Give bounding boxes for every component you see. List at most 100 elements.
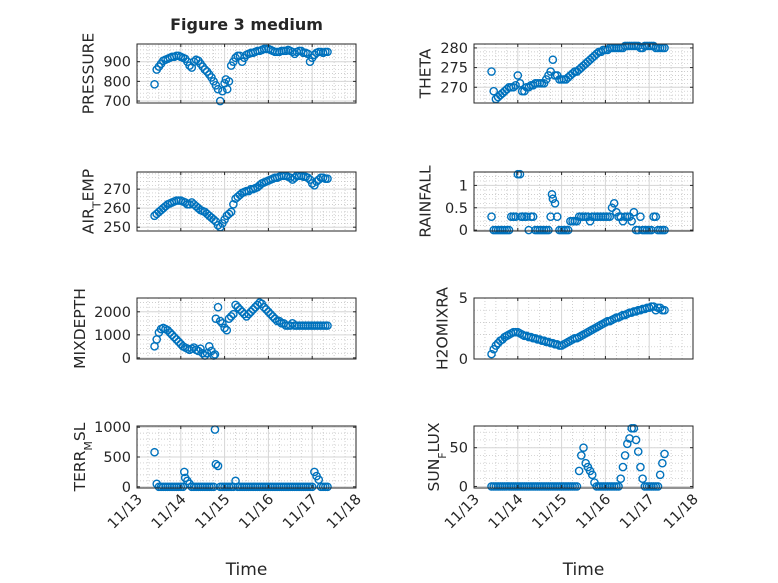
data-point <box>275 316 284 326</box>
series-theta <box>487 41 669 104</box>
data-point <box>574 466 584 476</box>
subplot-rainfall: 0 0.5 1 RAINFALL <box>417 165 694 239</box>
y-tick-label: 500 <box>103 450 131 466</box>
data-point <box>548 55 558 65</box>
data-point <box>515 79 525 88</box>
data-point <box>629 424 639 433</box>
data-point <box>233 302 243 312</box>
data-point <box>653 482 663 491</box>
y-tick-label: 260 <box>103 201 131 217</box>
y-axis-label: MIXDEPTH <box>71 288 89 369</box>
data-point <box>487 67 496 76</box>
data-point <box>612 207 621 217</box>
data-point <box>592 49 601 59</box>
subplot-mixdepth: 0 1000 2000 MIXDEPTH <box>71 288 357 369</box>
y-axis-label: TERRMSL <box>71 422 95 492</box>
series-h2omixra <box>487 302 669 359</box>
data-point <box>264 307 273 317</box>
data-point <box>165 328 175 337</box>
data-point <box>563 225 573 235</box>
data-point <box>544 225 553 235</box>
data-point <box>585 216 595 226</box>
data-point <box>307 482 317 492</box>
data-point <box>150 80 159 89</box>
y-tick-label: 0 <box>122 480 131 496</box>
y-tick-label: 0 <box>459 352 468 368</box>
subplot-grid: 700 800 900 PRESSURE Figure 3 medium 270 275 28… <box>71 15 702 580</box>
data-point <box>552 212 562 221</box>
data-point <box>623 439 632 449</box>
data-point <box>218 86 227 96</box>
data-point <box>504 225 514 235</box>
data-point <box>226 207 236 217</box>
data-point <box>215 316 225 326</box>
data-point <box>629 207 639 217</box>
data-point <box>200 65 210 74</box>
axes-frame <box>136 43 357 104</box>
data-point <box>627 216 636 226</box>
y-tick-label: 1000 <box>94 328 131 344</box>
y-tick-label: 5 <box>459 291 468 307</box>
data-point <box>572 216 582 226</box>
y-tick-label: 280 <box>440 41 468 57</box>
axes-frame <box>473 297 694 360</box>
series-terr-msl <box>150 425 332 492</box>
data-point <box>229 200 238 209</box>
data-point <box>579 443 588 453</box>
data-point <box>222 325 232 335</box>
data-point <box>609 198 619 208</box>
data-point <box>323 482 332 492</box>
figure-title: Figure 3 medium <box>170 15 323 34</box>
data-point <box>246 307 256 317</box>
data-point <box>218 319 227 328</box>
y-tick-label: 1000 <box>94 420 131 436</box>
data-point <box>651 212 661 221</box>
data-point <box>224 77 234 86</box>
data-point <box>169 332 179 342</box>
data-point <box>572 482 582 491</box>
data-point <box>636 462 645 472</box>
axes-frame <box>473 43 694 104</box>
data-point <box>618 216 628 226</box>
data-point <box>213 302 223 312</box>
data-point <box>660 305 669 315</box>
data-point <box>231 300 240 310</box>
y-tick-label: 900 <box>103 55 131 71</box>
data-point <box>213 461 223 471</box>
data-point <box>213 84 223 94</box>
data-point <box>250 302 260 312</box>
y-tick-label: 1 <box>459 178 468 194</box>
data-point <box>242 312 251 321</box>
y-tick-label: 2000 <box>94 305 131 321</box>
data-point <box>513 71 523 80</box>
axes-frame <box>136 171 357 232</box>
series-pressure <box>150 44 332 106</box>
data-point <box>323 321 332 330</box>
data-point <box>660 225 669 235</box>
y-tick-label: 0 <box>122 351 131 367</box>
data-point <box>220 323 229 333</box>
data-point <box>638 474 647 484</box>
data-point <box>198 348 207 358</box>
data-point <box>196 344 205 353</box>
data-point <box>259 302 269 312</box>
data-point <box>625 212 634 221</box>
data-point <box>550 198 560 208</box>
data-point <box>323 174 332 183</box>
x-axis-label: Time <box>562 560 605 580</box>
y-axis-label: SUNFLUX <box>425 422 449 491</box>
axes-frame <box>473 171 694 232</box>
data-point <box>607 203 617 213</box>
data-point <box>655 470 665 480</box>
y-tick-label: 0 <box>459 223 468 239</box>
y-axis-label: AIRTEMP <box>80 169 104 234</box>
data-point <box>211 314 221 324</box>
data-point <box>487 212 496 221</box>
data-point <box>167 330 177 340</box>
data-point <box>213 220 223 230</box>
data-point <box>524 82 534 92</box>
data-point <box>163 325 172 335</box>
data-point <box>248 305 258 314</box>
